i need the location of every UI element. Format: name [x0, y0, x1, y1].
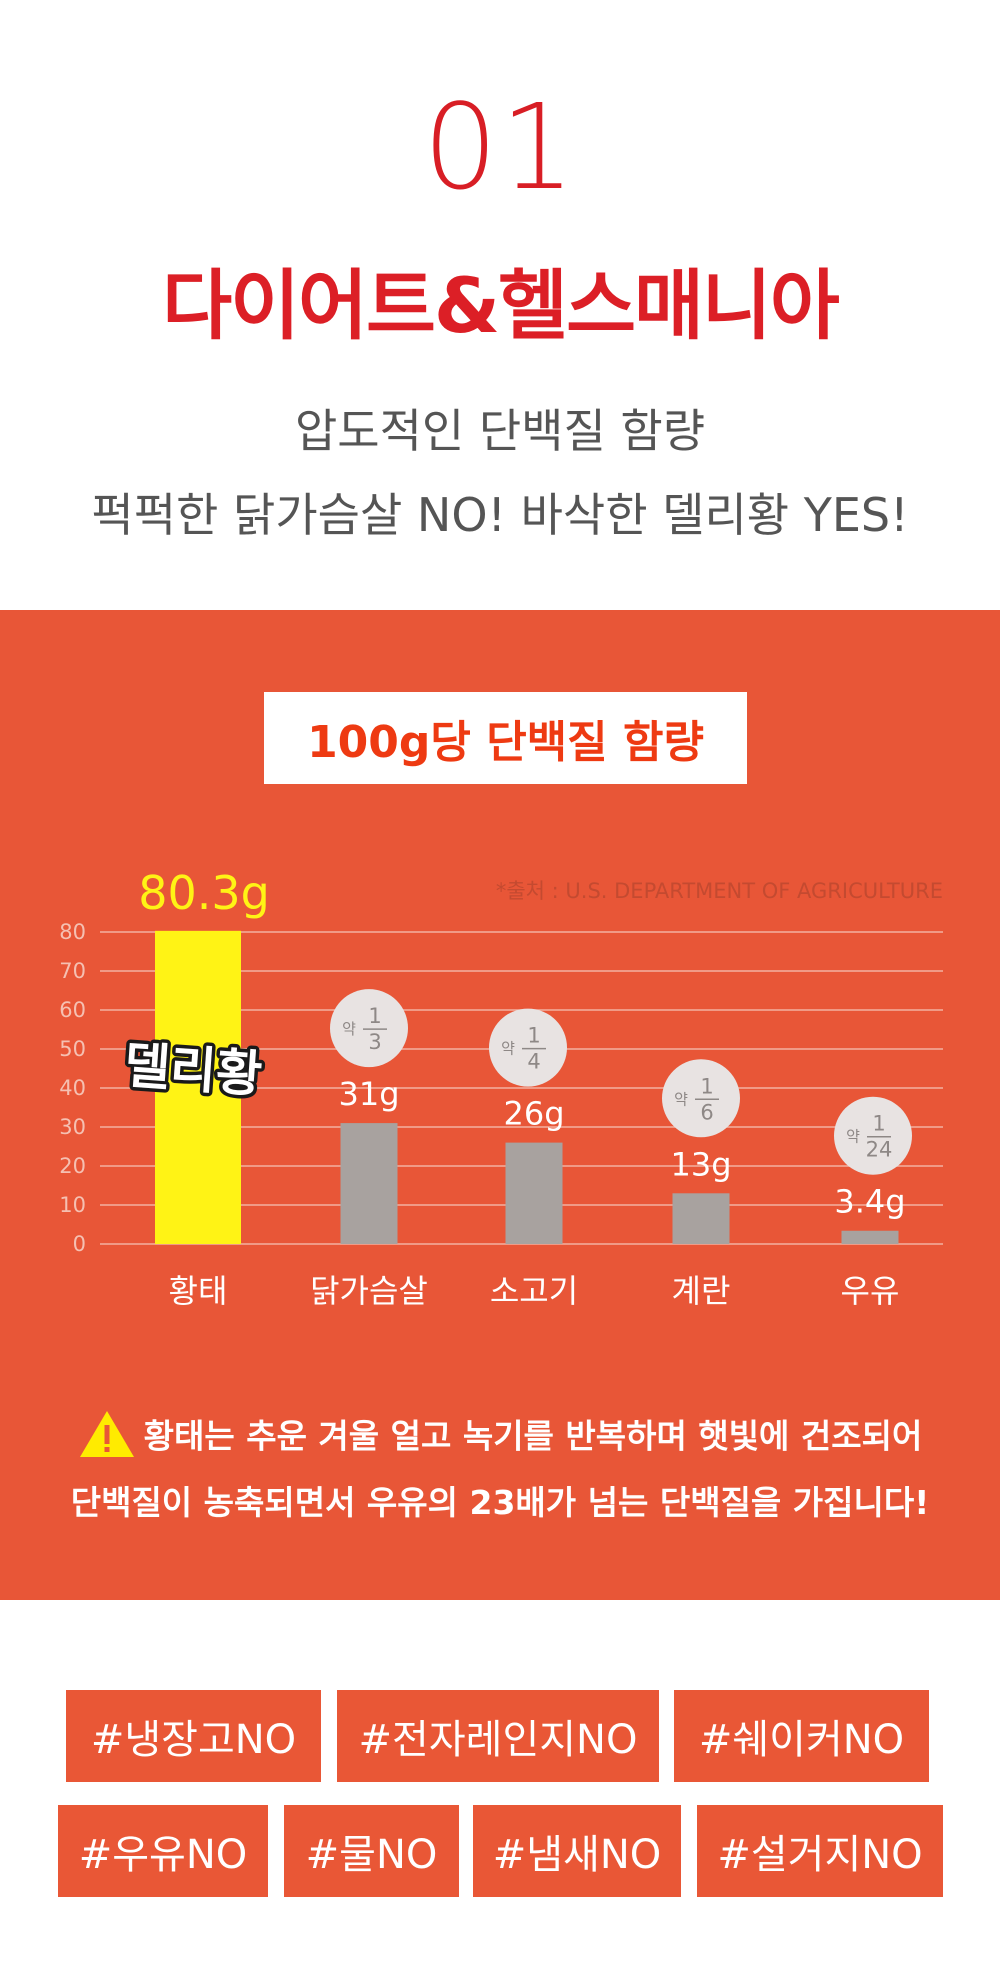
ratio-badge-numerator: 1	[872, 1112, 885, 1136]
ratio-badge-prefix: 약	[846, 1128, 860, 1146]
protein-bar-chart: 0 10 20 30 40 50 60 70 80 *출처 : U.S. DEPARTMENT O…	[59, 866, 943, 1310]
bar	[841, 1230, 899, 1244]
x-category-label: 닭가슴살	[310, 1272, 428, 1310]
tag-milk: #우유NO	[58, 1805, 268, 1897]
note-line-1: 황태는 추운 겨울 얼고 녹기를 반복하며 햇빛에 건조되어	[0, 1411, 1000, 1463]
y-tick-label: 60	[59, 998, 86, 1022]
ratio-badge-denominator: 6	[700, 1100, 713, 1124]
ratio-badge-numerator: 1	[700, 1074, 713, 1098]
ratio-badge-prefix: 약	[501, 1040, 515, 1058]
ratio-badge	[330, 989, 408, 1068]
chart-source: *출처 : U.S. DEPARTMENT OF AGRICULTURE	[496, 879, 943, 903]
hashtag-section: #냉장고NO #전자레인지NO #쉐이커NO #우유NO #물NO #냄새NO …	[0, 1600, 1000, 1984]
ratio-badge-numerator: 1	[368, 1004, 381, 1028]
bar	[505, 1142, 563, 1244]
y-tick-label: 20	[59, 1154, 86, 1178]
y-tick-label: 50	[59, 1037, 86, 1061]
bar-highlight	[155, 930, 241, 1244]
protein-chart-panel: 100g당 단백질 함량 0 10 20 30 40 50 60 70 80 *출처 : U.S.…	[0, 610, 1000, 1600]
ratio-badge-prefix: 약	[342, 1020, 356, 1038]
y-tick-label: 30	[59, 1115, 86, 1139]
y-tick-label: 10	[59, 1193, 86, 1217]
ratio-badge-prefix: 약	[674, 1090, 688, 1108]
data-label: 13g	[670, 1145, 731, 1183]
ratio-badge	[834, 1096, 912, 1175]
x-category-label: 계란	[672, 1272, 731, 1310]
chart-title: 100g당 단백질 함량	[307, 717, 704, 768]
tag-dishes: #설거지NO	[697, 1805, 943, 1897]
tag-fridge: #냉장고NO	[66, 1690, 321, 1782]
data-label: 26g	[503, 1095, 564, 1133]
subtitle-line-2: 퍽퍽한 닭가슴살 NO! 바삭한 델리황 YES!	[91, 488, 909, 542]
section-number: 01	[422, 78, 578, 216]
chart-title-box: 100g당 단백질 함량	[264, 692, 747, 784]
data-label-highlight: 80.3g	[138, 866, 270, 920]
ratio-badge-numerator: 1	[527, 1024, 540, 1048]
note-line-1-text: 황태는 추운 겨울 얼고 녹기를 반복하며 햇빛에 건조되어	[143, 1416, 923, 1456]
tag-microwave: #전자레인지NO	[337, 1690, 659, 1782]
subtitle-line-1: 압도적인 단백질 함량	[294, 404, 706, 458]
ratio-badge	[662, 1059, 740, 1138]
x-category-label: 소고기	[490, 1272, 578, 1310]
brand-sticker: 델리황	[122, 1036, 264, 1103]
tag-water: #물NO	[284, 1805, 459, 1897]
x-category-label: 황태	[169, 1272, 228, 1310]
y-tick-label: 80	[59, 920, 86, 944]
header-section: 01 다이어트&헬스매니아 압도적인 단백질 함량 퍽퍽한 닭가슴살 NO! 바…	[0, 0, 1000, 610]
note-line-2: 단백질이 농축되면서 우유의 23배가 넘는 단백질을 가집니다!	[70, 1483, 930, 1522]
y-tick-label: 0	[73, 1232, 86, 1256]
x-category-label: 우유	[841, 1272, 900, 1310]
section-title: 다이어트&헬스매니아	[162, 261, 840, 350]
tag-shaker: #쉐이커NO	[674, 1690, 929, 1782]
ratio-badge-denominator: 3	[368, 1030, 381, 1054]
data-label: 3.4g	[834, 1183, 905, 1221]
ratio-badge-denominator: 24	[866, 1138, 893, 1162]
ratio-badge	[489, 1008, 567, 1087]
y-tick-label: 40	[59, 1076, 86, 1100]
y-tick-label: 70	[59, 959, 86, 983]
bar	[672, 1193, 730, 1244]
tag-smell: #냄새NO	[473, 1805, 681, 1897]
data-label: 31g	[338, 1075, 399, 1113]
warning-icon	[79, 1411, 134, 1457]
bar	[340, 1123, 398, 1244]
ratio-badge-denominator: 4	[527, 1050, 540, 1074]
